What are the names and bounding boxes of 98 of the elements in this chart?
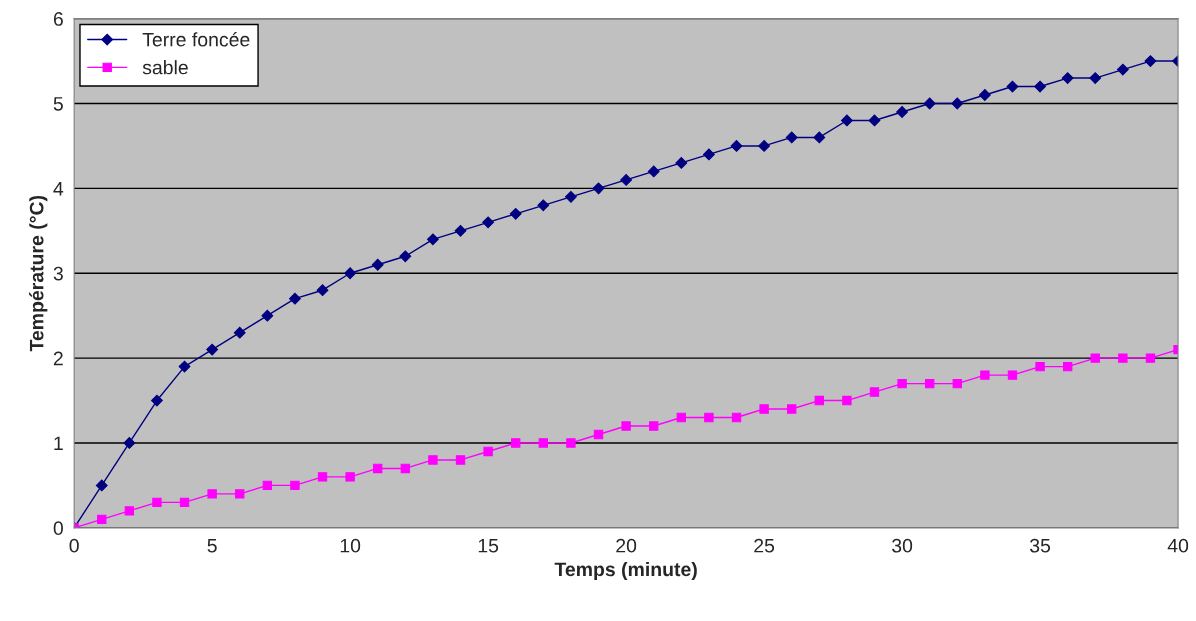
point (869, 387, 880, 397)
point (1035, 361, 1045, 372)
point (1145, 353, 1156, 363)
y-tick-label: 3 (53, 266, 63, 281)
x-tick-label: 30 (892, 538, 913, 553)
point (730, 140, 743, 152)
x-tick-label: 5 (207, 538, 217, 553)
point (262, 480, 273, 491)
point (592, 182, 605, 195)
point (1007, 370, 1018, 380)
point (1118, 353, 1128, 363)
point (371, 258, 384, 271)
point (840, 114, 853, 127)
point (868, 114, 881, 127)
point (1006, 80, 1019, 93)
point (206, 343, 219, 356)
point (1062, 361, 1073, 372)
point (897, 378, 907, 389)
point (455, 455, 466, 465)
point (951, 97, 964, 110)
x-tick-label: 0 (69, 538, 79, 553)
point (511, 438, 521, 448)
point (207, 489, 217, 499)
point (289, 292, 301, 305)
point (924, 378, 935, 389)
y-tick-label: 5 (53, 97, 63, 111)
point (1144, 55, 1157, 67)
point (290, 480, 300, 491)
point (647, 165, 660, 178)
point (896, 106, 908, 118)
point (676, 412, 686, 423)
y-tick-label: 6 (53, 12, 63, 26)
point (1116, 63, 1129, 76)
point (978, 89, 991, 101)
point (814, 395, 824, 406)
point (483, 446, 493, 457)
x-tick-label: 20 (616, 538, 637, 553)
y-axis-title: Température (°C) (29, 195, 48, 352)
point (454, 224, 467, 237)
x-tick-label: 15 (478, 538, 499, 553)
point (123, 437, 136, 449)
point (620, 173, 633, 186)
x-tick-label: 10 (340, 538, 361, 553)
x-tick-label: 25 (754, 538, 775, 553)
legend-label: Terre foncée (142, 32, 250, 47)
point (758, 140, 771, 152)
point (152, 497, 162, 508)
point (923, 97, 936, 110)
point (566, 438, 576, 448)
x-axis-title: Temps (minute) (554, 561, 697, 581)
x-tick-label: 40 (1167, 538, 1189, 553)
point (317, 472, 328, 482)
point (1090, 353, 1100, 363)
point (1089, 72, 1102, 84)
point (344, 267, 357, 280)
point (759, 404, 769, 414)
point (785, 131, 798, 144)
point (97, 514, 107, 525)
y-tick-label: 1 (54, 436, 63, 451)
point (233, 326, 246, 339)
point (538, 438, 548, 448)
point (509, 207, 522, 220)
point (813, 131, 826, 144)
point (704, 412, 714, 423)
x-tick-label: 35 (1030, 538, 1051, 553)
point (564, 190, 577, 203)
point (95, 479, 108, 492)
point (980, 370, 990, 380)
point (345, 472, 355, 482)
point (178, 360, 191, 373)
point (787, 404, 797, 414)
point (124, 506, 135, 516)
point (235, 489, 245, 499)
point (1061, 72, 1074, 84)
y-tick-label: 2 (53, 351, 63, 366)
point (399, 250, 412, 263)
point (151, 394, 163, 407)
point (400, 463, 411, 474)
point (482, 216, 495, 229)
point (1034, 80, 1046, 93)
point (428, 455, 438, 465)
point (675, 156, 688, 169)
legend-label: sable (142, 60, 188, 75)
point (537, 199, 550, 212)
point (179, 497, 190, 508)
point (842, 395, 852, 406)
point (702, 148, 715, 161)
y-tick-label: 4 (53, 182, 64, 196)
point (649, 421, 659, 431)
y-tick-label: 0 (53, 521, 63, 536)
point (731, 412, 742, 423)
point (427, 233, 439, 246)
point (621, 421, 631, 431)
point (373, 463, 383, 474)
point (316, 284, 329, 297)
point (261, 309, 274, 322)
point (593, 429, 604, 440)
point (952, 378, 962, 389)
